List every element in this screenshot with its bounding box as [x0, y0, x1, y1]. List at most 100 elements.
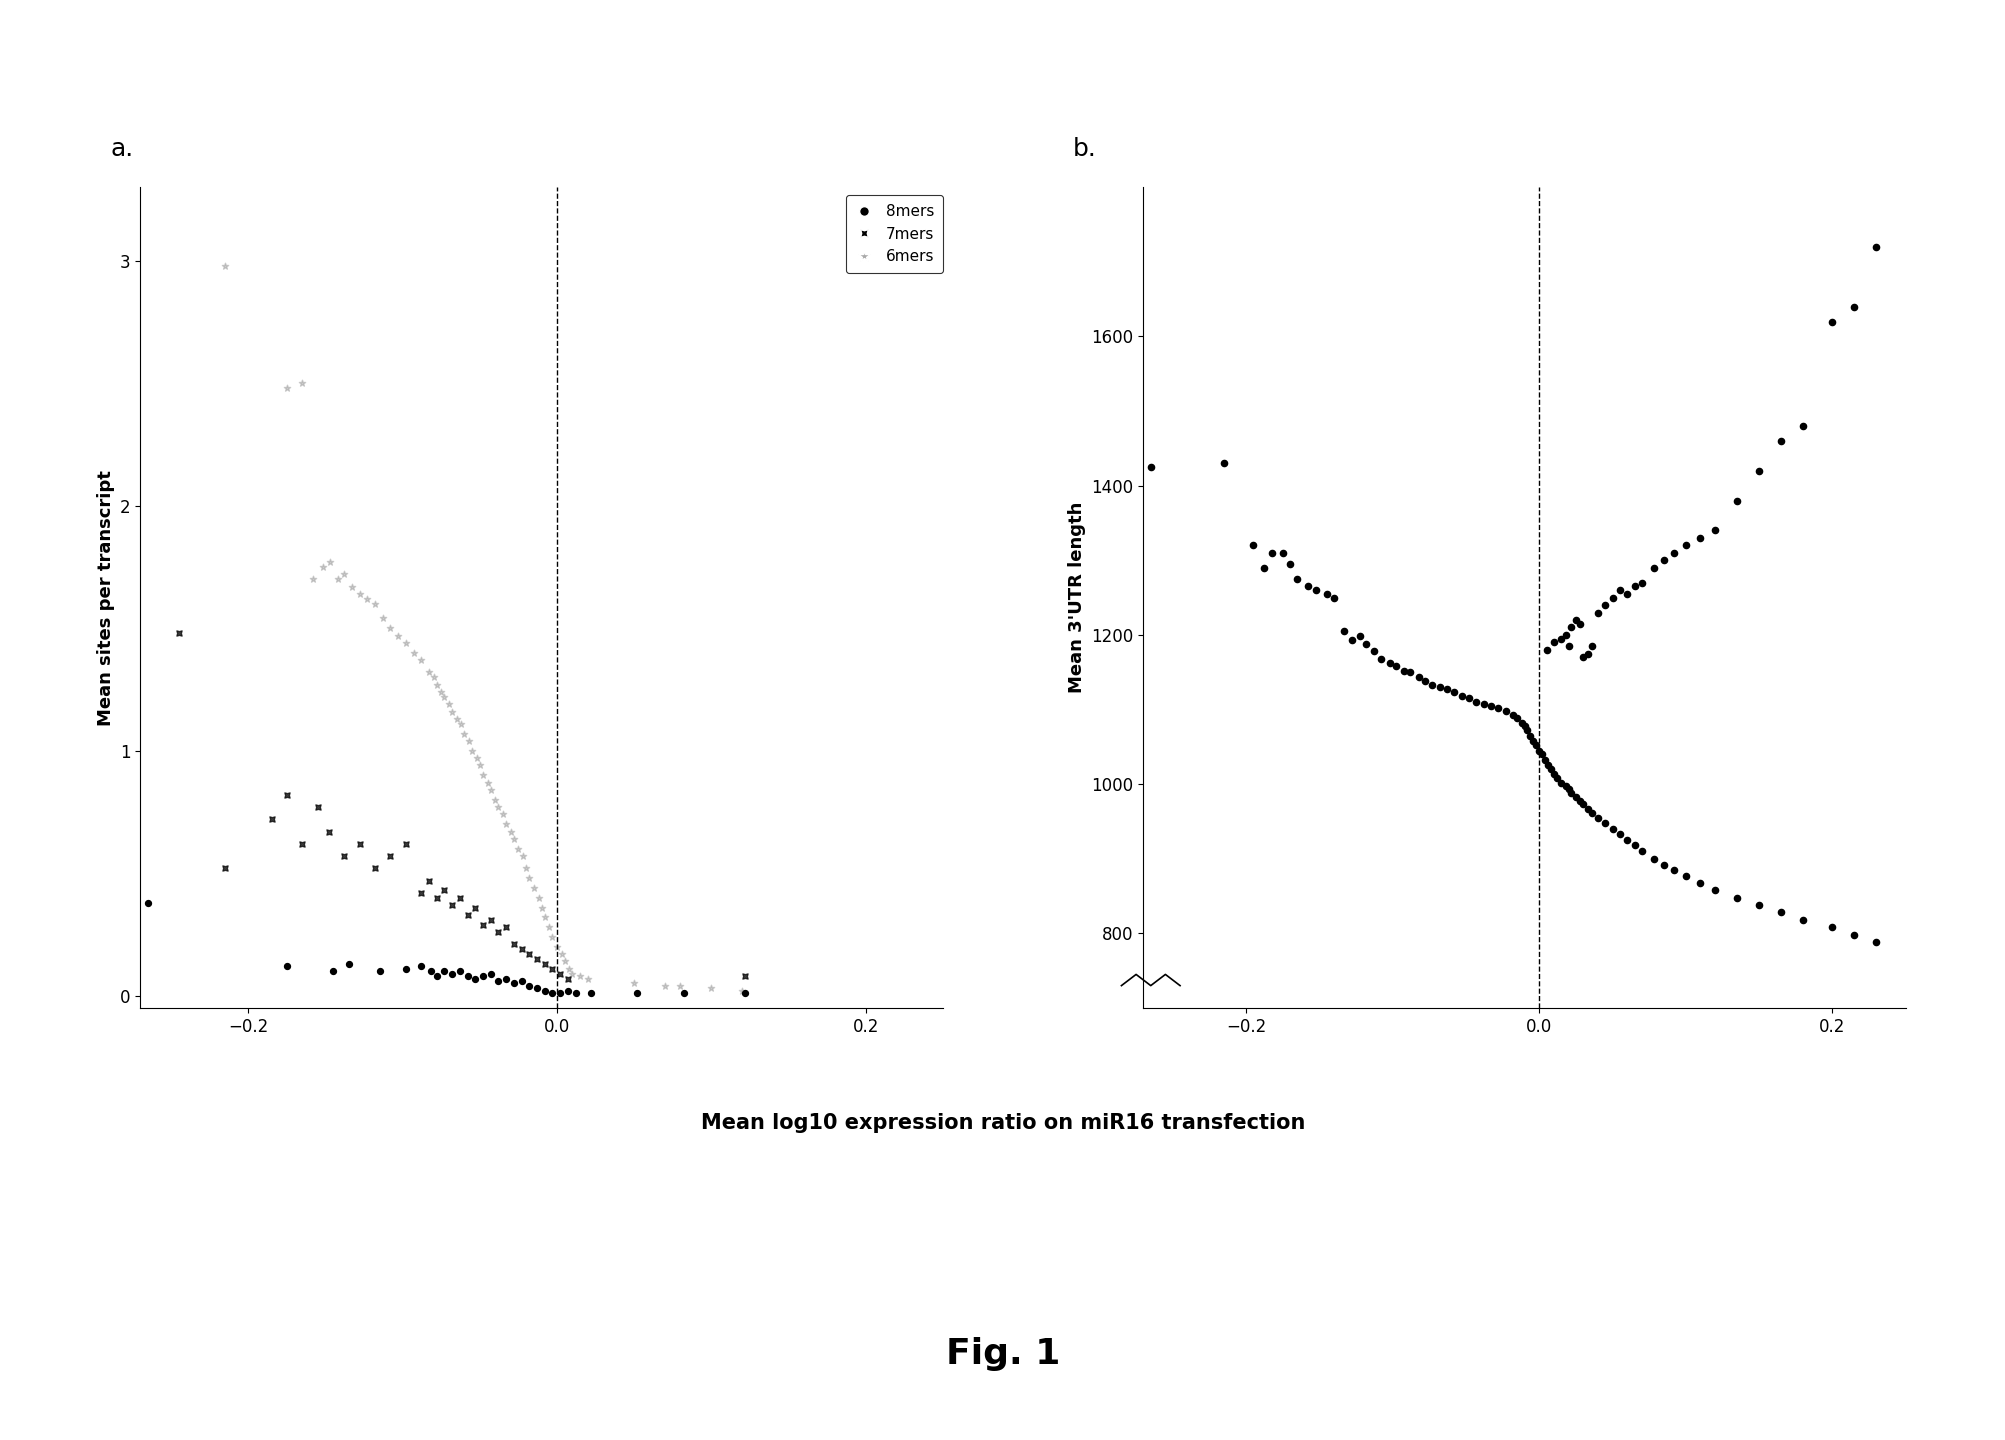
- Point: [1506, 711, 1538, 734]
- Point: [463, 755, 495, 778]
- Point: [451, 965, 483, 988]
- Point: [441, 707, 473, 730]
- Point: [622, 982, 654, 1005]
- Point: [1566, 645, 1598, 668]
- Point: [1468, 693, 1500, 716]
- Point: [1273, 553, 1305, 576]
- Point: [535, 982, 567, 1005]
- Point: [1460, 691, 1492, 714]
- Point: [505, 937, 537, 960]
- Point: [475, 779, 507, 802]
- Point: [1636, 847, 1668, 870]
- Point: [543, 982, 575, 1005]
- Point: [1516, 729, 1548, 752]
- Point: [513, 867, 545, 890]
- Point: [297, 567, 329, 590]
- Point: [359, 592, 391, 615]
- Point: [1430, 678, 1462, 701]
- Point: [351, 588, 383, 611]
- Point: [664, 975, 696, 998]
- Point: [525, 896, 557, 919]
- Point: [1387, 660, 1420, 683]
- Point: [421, 672, 453, 696]
- Point: [1564, 789, 1596, 812]
- Point: [529, 906, 561, 929]
- Point: [1582, 806, 1614, 829]
- Point: [1859, 235, 1891, 258]
- Point: [1532, 755, 1564, 778]
- Point: [1684, 527, 1716, 550]
- Point: [1548, 624, 1580, 647]
- Point: [481, 969, 513, 992]
- Point: [429, 959, 461, 982]
- Point: [517, 877, 549, 900]
- Point: [287, 372, 319, 395]
- Point: [1554, 782, 1586, 805]
- Point: [521, 886, 553, 909]
- Point: [1522, 739, 1554, 762]
- Point: [321, 567, 353, 590]
- Point: [575, 982, 608, 1005]
- Point: [1636, 556, 1668, 579]
- Point: [1335, 629, 1367, 652]
- Point: [433, 693, 465, 716]
- Point: [459, 896, 491, 919]
- Point: [1604, 822, 1636, 845]
- Point: [1576, 801, 1608, 824]
- Point: [1837, 295, 1869, 318]
- Point: [329, 563, 361, 586]
- Point: [1604, 579, 1636, 602]
- Point: [1500, 707, 1532, 730]
- Point: [1401, 665, 1434, 688]
- Point: [461, 746, 493, 769]
- Point: [389, 958, 421, 981]
- Y-axis label: Mean sites per transcript: Mean sites per transcript: [96, 469, 114, 726]
- Point: [1363, 647, 1395, 670]
- Point: [1408, 670, 1440, 693]
- Point: [1309, 582, 1341, 605]
- Point: [429, 685, 461, 708]
- Point: [429, 878, 461, 901]
- Point: [1299, 579, 1331, 602]
- Point: [1742, 459, 1774, 482]
- Point: [529, 979, 561, 1002]
- Point: [1588, 811, 1620, 834]
- Point: [1560, 785, 1592, 808]
- Point: [1618, 834, 1650, 857]
- Point: [487, 804, 519, 827]
- Point: [1544, 628, 1576, 651]
- Point: [1564, 612, 1596, 635]
- Point: [1610, 582, 1642, 605]
- Point: [1582, 600, 1614, 624]
- Point: [271, 377, 303, 400]
- Point: [471, 770, 503, 793]
- Point: [375, 845, 407, 868]
- Point: [405, 648, 437, 671]
- Point: [1265, 541, 1297, 564]
- Point: [1552, 778, 1584, 801]
- Point: [467, 913, 499, 936]
- Point: [363, 959, 395, 982]
- Point: [343, 582, 375, 605]
- Point: [1566, 793, 1598, 816]
- Point: [521, 976, 553, 999]
- Point: [553, 958, 585, 981]
- Point: [1658, 858, 1690, 881]
- Legend: 8mers, 7mers, 6mers: 8mers, 7mers, 6mers: [846, 194, 942, 274]
- Point: [1343, 625, 1375, 648]
- Point: [1618, 575, 1650, 598]
- Point: [1510, 719, 1542, 742]
- Point: [1446, 684, 1478, 707]
- Point: [467, 965, 499, 988]
- Point: [1554, 616, 1586, 639]
- Point: [301, 795, 333, 818]
- Point: [455, 739, 487, 762]
- Point: [132, 891, 164, 914]
- Point: [1237, 534, 1269, 557]
- Point: [449, 721, 481, 744]
- Point: [1570, 798, 1602, 821]
- Point: [730, 982, 762, 1005]
- Point: [668, 982, 700, 1005]
- Point: [545, 943, 577, 966]
- Point: [375, 616, 407, 639]
